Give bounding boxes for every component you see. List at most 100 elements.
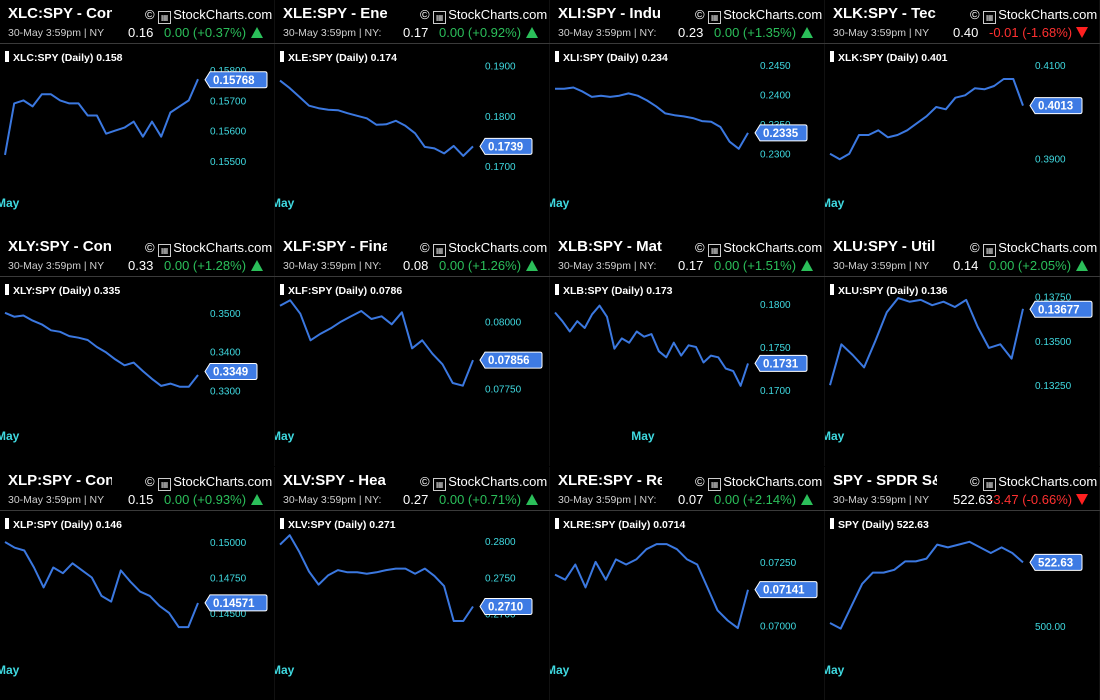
panel-timestamp: 30-May 3:59pm | NY — [8, 260, 105, 272]
panel-title[interactable]: XLV:SPY - Hea — [283, 472, 386, 489]
x-axis-month-label: May — [275, 663, 295, 677]
chart-panel[interactable]: XLK:SPY - Tec © ▦ StockCharts.com 30-May … — [825, 0, 1100, 233]
x-axis-month-label: May — [0, 663, 20, 677]
direction-arrow-icon — [526, 260, 538, 271]
x-axis-month-label: May — [550, 663, 570, 677]
header-divider — [825, 43, 1100, 44]
stockcharts-logo[interactable]: © ▦ StockCharts.com — [695, 240, 823, 257]
chart-panel[interactable]: XLP:SPY - Con © ▦ StockCharts.com 30-May … — [0, 467, 275, 700]
price-change: 0.00 (+0.92%) — [439, 25, 522, 40]
last-price: 0.14 — [953, 258, 979, 273]
line-chart[interactable]: 0.4100 0.3900 0.4013 May — [825, 44, 1100, 233]
panel-timestamp: 30-May 3:59pm | NY: — [283, 27, 382, 39]
y-tick-label: 0.1700 — [485, 162, 516, 173]
last-value-badge: 0.4013 — [1029, 97, 1083, 115]
panel-timestamp: 30-May 3:59pm | NY — [833, 260, 930, 272]
last-value-badge: 0.15768 — [204, 71, 268, 89]
line-chart[interactable]: 0.3500 0.3400 0.3300 0.3349 May — [0, 277, 275, 466]
last-value-badge: 522.63 — [1029, 553, 1083, 571]
chart-panel[interactable]: XLRE:SPY - Re © ▦ StockCharts.com 30-May … — [550, 467, 825, 700]
chart-panel[interactable]: XLB:SPY - Mat © ▦ StockCharts.com 30-May … — [550, 233, 825, 466]
logo-text: StockCharts.com — [448, 7, 548, 22]
y-tick-label: 0.1900 — [485, 62, 516, 73]
x-axis-month-label: May — [0, 196, 20, 210]
panel-separator — [549, 233, 550, 466]
stockcharts-logo[interactable]: © ▦ StockCharts.com — [145, 7, 273, 24]
stockcharts-logo[interactable]: © ▦ StockCharts.com — [420, 474, 548, 491]
stockcharts-logo[interactable]: © ▦ StockCharts.com — [970, 7, 1098, 24]
last-price: 0.23 — [678, 25, 704, 40]
line-chart[interactable]: 0.07250 0.07000 0.07141 May — [550, 511, 825, 700]
legend-swatch — [555, 284, 559, 295]
panel-title[interactable]: XLRE:SPY - Re — [558, 472, 662, 489]
y-tick-label: 0.1800 — [760, 300, 791, 311]
x-axis-month-label: May — [825, 429, 845, 443]
panel-title[interactable]: XLU:SPY - Util — [833, 238, 936, 255]
x-axis-month-label: May — [825, 196, 845, 210]
panel-separator — [549, 0, 550, 233]
stockcharts-logo[interactable]: © ▦ StockCharts.com — [145, 474, 273, 491]
panel-timestamp: 30-May 3:59pm | NY — [8, 27, 105, 39]
chart-panel[interactable]: XLU:SPY - Util © ▦ StockCharts.com 30-May… — [825, 233, 1100, 466]
panel-title[interactable]: XLY:SPY - Con — [8, 238, 112, 255]
chart-panel[interactable]: XLV:SPY - Hea © ▦ StockCharts.com 30-May … — [275, 467, 550, 700]
series-legend: XLRE:SPY (Daily) 0.0714 — [555, 518, 685, 531]
stockcharts-logo-icon: ▦ — [708, 244, 722, 257]
stockcharts-logo[interactable]: © ▦ StockCharts.com — [970, 474, 1098, 491]
stockcharts-logo[interactable]: © ▦ StockCharts.com — [695, 7, 823, 24]
panel-title[interactable]: XLB:SPY - Mat — [558, 238, 662, 255]
price-line — [555, 86, 749, 150]
last-value-label: 0.1739 — [488, 141, 523, 153]
y-tick-label: 0.15500 — [210, 157, 247, 168]
header-divider — [825, 276, 1100, 277]
series-legend: XLP:SPY (Daily) 0.146 — [5, 518, 122, 531]
panel-title[interactable]: XLF:SPY - Fina — [283, 238, 387, 255]
direction-arrow-icon — [526, 27, 538, 38]
x-axis-month-label: May — [550, 196, 570, 210]
panel-title[interactable]: XLP:SPY - Con — [8, 472, 112, 489]
header-divider — [825, 510, 1100, 511]
last-value-label: 0.13677 — [1038, 304, 1080, 316]
chart-panel[interactable]: XLF:SPY - Fina © ▦ StockCharts.com 30-May… — [275, 233, 550, 466]
stockcharts-logo[interactable]: © ▦ StockCharts.com — [420, 240, 548, 257]
legend-text: XLV:SPY (Daily) 0.271 — [288, 519, 396, 531]
chart-panel[interactable]: XLC:SPY - Con © ▦ StockCharts.com 30-May … — [0, 0, 275, 233]
panel-title[interactable]: SPY - SPDR S& — [833, 472, 937, 489]
stockcharts-logo-icon: ▦ — [708, 11, 722, 24]
line-chart[interactable]: 0.08000 0.07750 0.07856 May — [275, 277, 550, 466]
line-chart[interactable]: 500.00 522.63 May — [825, 511, 1100, 700]
stockcharts-logo[interactable]: © ▦ StockCharts.com — [145, 240, 273, 257]
y-tick-label: 0.14750 — [210, 573, 247, 584]
header-divider — [0, 43, 275, 44]
line-chart[interactable]: 0.1900 0.1800 0.1700 0.1739 May — [275, 44, 550, 233]
chart-panel[interactable]: XLI:SPY - Indu © ▦ StockCharts.com 30-May… — [550, 0, 825, 233]
direction-arrow-icon — [1076, 494, 1088, 505]
chart-panel[interactable]: XLY:SPY - Con © ▦ StockCharts.com 30-May … — [0, 233, 275, 466]
panel-title[interactable]: XLK:SPY - Tec — [833, 5, 936, 22]
panel-title[interactable]: XLE:SPY - Ener — [283, 5, 387, 22]
legend-swatch — [5, 518, 9, 529]
chart-panel[interactable]: SPY - SPDR S& © ▦ StockCharts.com 30-May … — [825, 467, 1100, 700]
chart-panel[interactable]: XLE:SPY - Ener © ▦ StockCharts.com 30-May… — [275, 0, 550, 233]
last-value-label: 0.1731 — [763, 358, 799, 370]
y-tick-label: 0.1800 — [485, 112, 516, 123]
logo-text: StockCharts.com — [173, 474, 273, 489]
y-tick-label: 0.2450 — [760, 61, 791, 72]
last-value-badge: 0.1739 — [479, 137, 533, 155]
y-tick-label: 0.15700 — [210, 96, 247, 107]
legend-swatch — [830, 518, 834, 529]
y-tick-label: 0.15000 — [210, 538, 247, 549]
line-chart[interactable]: 0.13750 0.13500 0.13250 0.13677 May — [825, 277, 1100, 466]
stockcharts-logo[interactable]: © ▦ StockCharts.com — [420, 7, 548, 24]
stockcharts-logo[interactable]: © ▦ StockCharts.com — [970, 240, 1098, 257]
panel-title[interactable]: XLI:SPY - Indu — [558, 5, 662, 22]
stockcharts-logo[interactable]: © ▦ StockCharts.com — [695, 474, 823, 491]
line-chart[interactable]: 0.1800 0.1750 0.1700 0.1731 May — [550, 277, 825, 466]
panel-title[interactable]: XLC:SPY - Con — [8, 5, 112, 22]
panel-timestamp: 30-May 3:59pm | NY — [8, 494, 105, 506]
last-price: 522.63 — [953, 492, 993, 507]
